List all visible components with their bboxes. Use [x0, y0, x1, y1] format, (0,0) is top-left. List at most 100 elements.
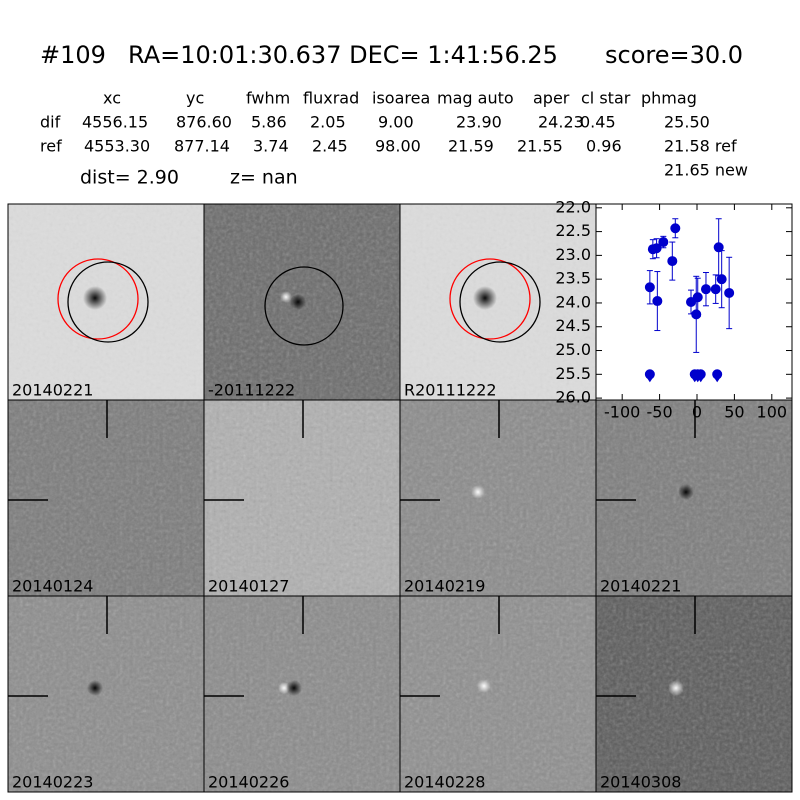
panel-label: 20140127 — [208, 577, 289, 596]
x-tick-label: 0 — [692, 403, 702, 422]
column-header: fwhm — [246, 89, 290, 108]
aperture — [264, 266, 344, 346]
table-cell: 21.59 — [448, 137, 494, 156]
aperture — [67, 261, 149, 343]
point — [695, 369, 706, 380]
aperture — [449, 258, 531, 340]
score: score=30.0 — [605, 41, 743, 69]
source — [83, 286, 107, 310]
point — [713, 242, 724, 253]
source — [477, 679, 491, 693]
distance: dist= 2.90 — [80, 167, 179, 189]
y-tick-label: 22.5 — [555, 221, 591, 240]
point — [644, 369, 655, 380]
point — [691, 309, 702, 320]
table-cell: 0.96 — [586, 137, 622, 156]
source — [87, 680, 103, 696]
table-cell: 2.45 — [312, 137, 348, 156]
panel-label: 20140308 — [600, 773, 681, 792]
point — [652, 296, 663, 307]
image-noise — [204, 596, 400, 792]
point — [692, 292, 703, 303]
aperture — [57, 258, 139, 340]
point — [686, 297, 697, 307]
object-id: #109 — [40, 41, 106, 69]
column-header: isoarea — [372, 89, 430, 108]
column-header: yc — [186, 89, 204, 108]
column-header: fluxrad — [303, 89, 359, 108]
image-panels — [7, 203, 793, 793]
x-tick-label: 50 — [724, 403, 744, 422]
image-noise — [204, 400, 400, 596]
panel-label: 20140223 — [12, 773, 93, 792]
table-cell: 2.05 — [310, 113, 346, 132]
y-tick-label: 24.5 — [555, 316, 591, 335]
image-noise — [596, 400, 792, 596]
panel-label: 20140226 — [208, 773, 289, 792]
row-label: ref — [40, 137, 62, 156]
point — [712, 369, 723, 380]
y-tick-label: 26.0 — [555, 388, 591, 407]
point — [716, 274, 727, 285]
table-cell: 25.50 — [664, 113, 710, 132]
image-noise — [8, 596, 204, 792]
panel-label: 20140228 — [404, 773, 485, 792]
y-tick-label: 23.0 — [555, 245, 591, 264]
source — [678, 484, 694, 500]
source — [471, 485, 485, 499]
panel-label: R20111222 — [404, 381, 497, 400]
panel-label: -20111222 — [208, 381, 295, 400]
panel-label: 20140124 — [12, 577, 93, 596]
point — [667, 256, 678, 267]
y-tick-label: 25.0 — [555, 340, 591, 359]
column-header: aper — [533, 89, 570, 108]
point — [644, 282, 655, 293]
source — [280, 291, 292, 303]
point — [700, 284, 711, 295]
redshift: z= nan — [230, 167, 298, 189]
table-cell: 21.55 — [517, 137, 563, 156]
point — [658, 237, 669, 248]
x-tick-label: 100 — [757, 403, 788, 422]
table-cell: 24.23 — [538, 113, 584, 132]
panel-border — [595, 595, 793, 793]
table-cell: 4553.30 — [84, 137, 150, 156]
aperture — [459, 261, 541, 343]
panel-label: 20140221 — [600, 577, 681, 596]
table-cell: 0.45 — [580, 113, 616, 132]
y-tick-label: 25.5 — [555, 364, 591, 383]
y-tick-label: 22.0 — [555, 197, 591, 216]
x-tick-label: -50 — [647, 403, 673, 422]
column-header: xc — [103, 89, 121, 108]
column-header: mag auto — [437, 89, 514, 108]
table-cell: 877.14 — [174, 137, 230, 156]
point — [710, 284, 721, 295]
column-header: phmag — [641, 89, 697, 108]
panel-label: 20140221 — [12, 381, 93, 400]
phmag-new: 21.65 new — [664, 161, 748, 180]
image-noise — [596, 596, 792, 792]
table-cell: 3.74 — [253, 137, 289, 156]
table-cell: 4556.15 — [82, 113, 148, 132]
coordinates: RA=10:01:30.637 DEC= 1:41:56.25 — [128, 41, 558, 69]
image-noise — [400, 596, 596, 792]
image-noise — [400, 400, 596, 596]
table-cell: 9.00 — [378, 113, 414, 132]
panel-label: 20140219 — [404, 577, 485, 596]
point — [670, 223, 681, 234]
table-cell: 23.90 — [456, 113, 502, 132]
table-cell: 5.86 — [251, 113, 287, 132]
column-header: cl star — [581, 89, 631, 108]
image-noise — [400, 204, 596, 400]
table-cell: 98.00 — [375, 137, 421, 156]
source — [473, 286, 497, 310]
x-tick-label: -100 — [604, 403, 640, 422]
table-cell: 876.60 — [176, 113, 232, 132]
source — [290, 294, 306, 310]
table-cell: 21.58 ref — [664, 137, 737, 156]
y-tick-label: 24.0 — [555, 292, 591, 311]
row-label: dif — [40, 113, 61, 132]
sources — [83, 286, 694, 696]
